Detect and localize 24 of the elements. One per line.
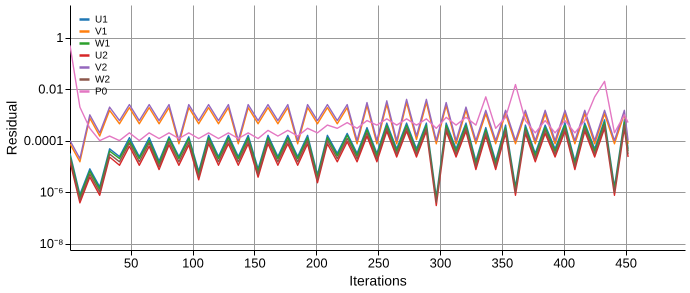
legend-label: U2	[95, 50, 108, 62]
x-tick-label: 250	[368, 256, 390, 270]
legend-label: W1	[95, 38, 110, 50]
legend-label: V2	[95, 62, 108, 74]
y-axis-title: Residual	[4, 100, 20, 156]
x-axis-title: Iterations	[349, 272, 407, 288]
x-tick-label: 200	[306, 256, 328, 270]
line-series	[70, 44, 629, 142]
y-tick-label: 10⁻⁸	[40, 236, 64, 252]
y-tick-label: 1	[56, 30, 64, 46]
x-tick-label: 300	[430, 256, 452, 270]
legend-label: V1	[95, 26, 108, 38]
x-tick-label: 400	[553, 256, 576, 270]
x-tick-label: 450	[615, 256, 637, 270]
y-tick-label: 10⁻⁶	[40, 184, 64, 200]
x-tick-label: 100	[182, 256, 204, 270]
x-tick-label: 50	[124, 256, 138, 270]
legend-label: W2	[95, 74, 110, 86]
legend-label: P0	[95, 86, 108, 98]
x-tick-label: 350	[492, 256, 514, 270]
y-tick-label: 0.0001	[24, 133, 64, 148]
x-tick-label: 150	[244, 256, 266, 270]
y-tick-label: 0.01	[38, 82, 64, 97]
legend-label: U1	[95, 14, 108, 26]
